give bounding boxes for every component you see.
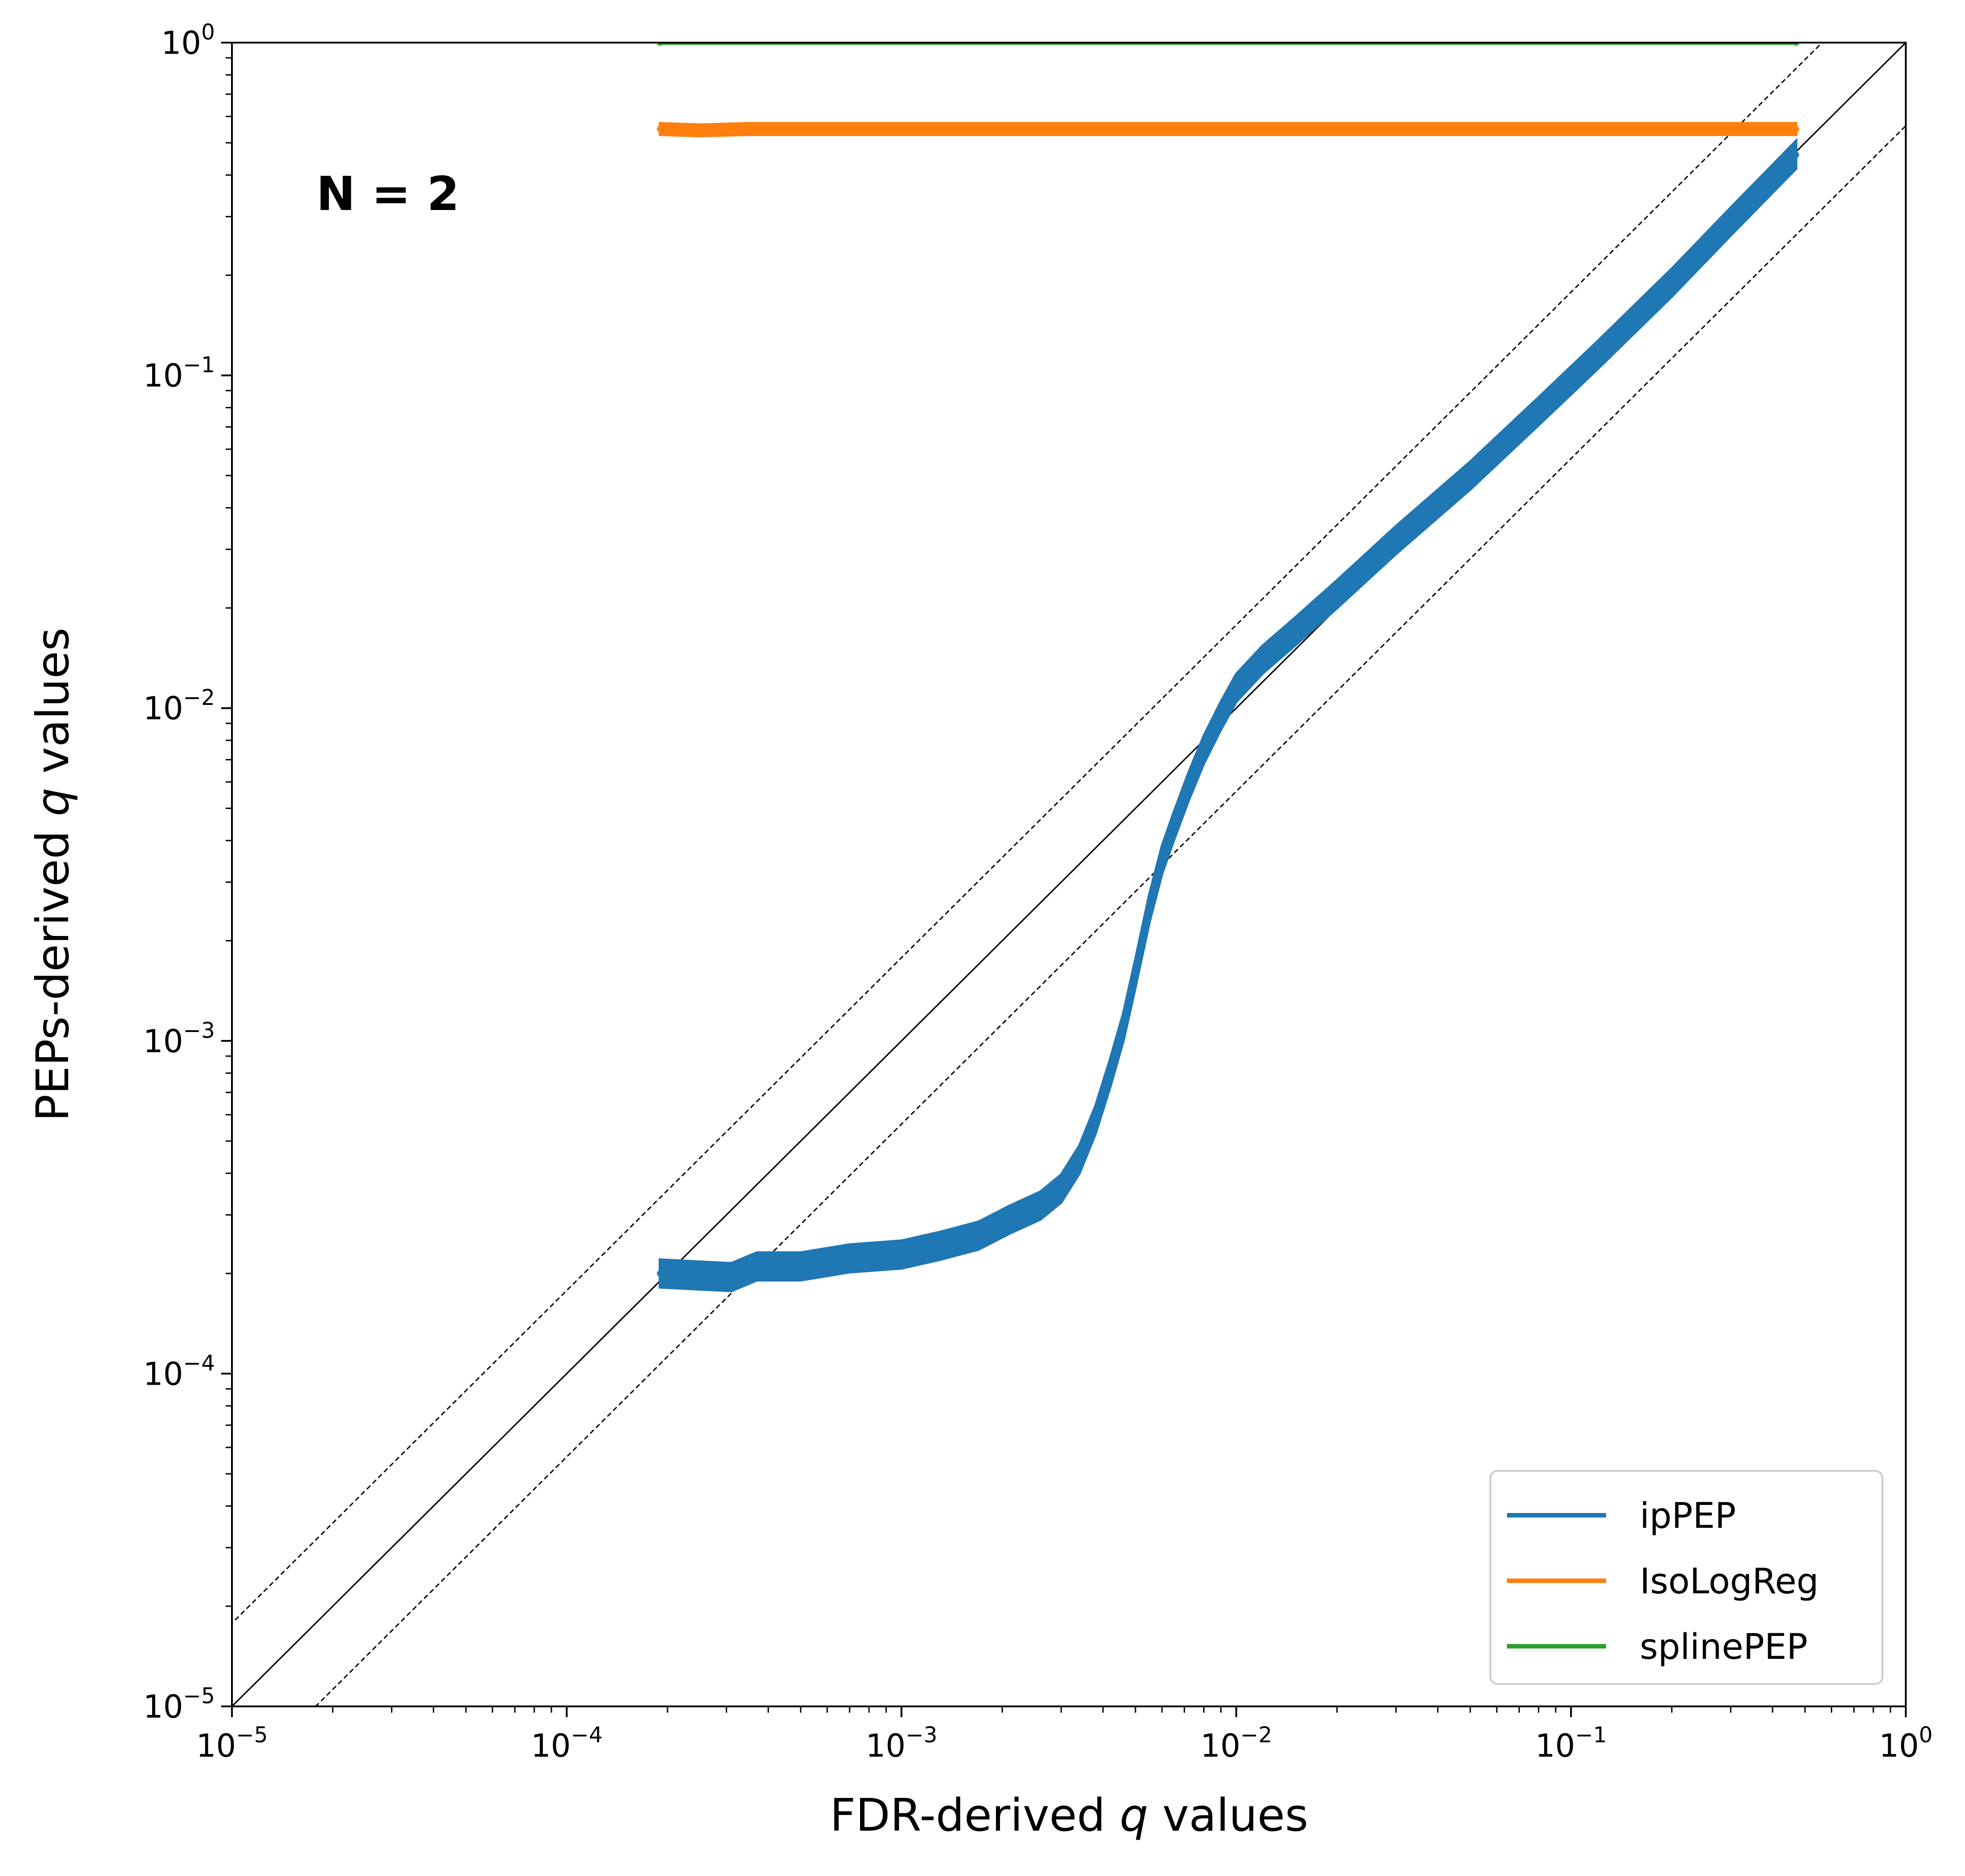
data-point-ippep xyxy=(657,1270,664,1277)
x-tick-label: 10−4 xyxy=(531,1723,603,1764)
data-point-ippep xyxy=(975,1232,982,1239)
x-tick-label: 100 xyxy=(1879,1723,1933,1764)
data-point-ippep xyxy=(1334,591,1341,598)
legend-item-splinepep: splinePEP xyxy=(1507,1627,1808,1667)
data-point-ippep xyxy=(1120,1024,1127,1031)
y-tick-label: 10−1 xyxy=(143,353,215,394)
series-layer xyxy=(657,43,1799,1293)
plot-frame xyxy=(231,42,1907,1707)
sample-size-annotation: N = 2 xyxy=(316,166,459,221)
data-point-isologreg xyxy=(1233,126,1240,132)
data-point-isologreg xyxy=(1568,126,1574,132)
data-point-ippep xyxy=(898,1251,905,1258)
data-point-isologreg xyxy=(657,126,664,132)
data-point-ippep xyxy=(1170,823,1177,830)
y-tick-label: 10−2 xyxy=(143,685,215,727)
data-point-ippep xyxy=(1793,152,1799,158)
data-point-ippep xyxy=(1185,783,1192,790)
legend: ipPEP IsoLogReg splinePEP xyxy=(1489,1470,1883,1685)
data-point-ippep xyxy=(1218,712,1224,719)
data-point-ippep xyxy=(936,1242,943,1249)
axis-ticks: 10−510−5 10−4 10−4 10−3 10−3 10−2 10−2 10−1 10−1… xyxy=(143,20,1933,1764)
data-point-ippep xyxy=(1146,905,1153,912)
data-point-ippep xyxy=(1058,1185,1065,1192)
legend-item-ippep: ipPEP xyxy=(1507,1496,1736,1536)
x-tick-label: 10−2 xyxy=(1201,1723,1272,1764)
data-point-ippep xyxy=(1006,1216,1013,1223)
data-point-isologreg xyxy=(1793,126,1799,132)
data-point-ippep xyxy=(1393,537,1399,543)
legend-box xyxy=(1489,1470,1883,1685)
data-point-ippep xyxy=(1727,218,1734,225)
data-point-ippep xyxy=(754,1263,760,1270)
y-tick-label: 100 xyxy=(161,20,215,61)
data-point-ippep xyxy=(846,1255,853,1262)
data-point-isologreg xyxy=(898,126,905,132)
data-point-ippep xyxy=(1132,970,1139,976)
data-point-ippep xyxy=(728,1274,734,1281)
x-tick-label: 10−3 xyxy=(865,1723,937,1764)
data-point-ippep xyxy=(1259,656,1266,663)
x-axis-label: FDR-derived q values xyxy=(830,1789,1308,1841)
x-tick-label: 10−1 xyxy=(1535,1723,1607,1764)
legend-item-isologreg: IsoLogReg xyxy=(1507,1561,1819,1602)
data-point-ippep xyxy=(1535,408,1542,415)
y-tick-label: 10−5 xyxy=(143,1684,215,1725)
data-point-ippep xyxy=(1037,1202,1044,1209)
series-ippep xyxy=(657,138,1799,1293)
y-tick-label: 10−3 xyxy=(143,1018,215,1060)
data-point-ippep xyxy=(1076,1156,1083,1163)
data-point-isologreg xyxy=(697,127,703,134)
data-point-ippep xyxy=(1092,1116,1099,1123)
data-point-ippep xyxy=(1159,857,1166,863)
data-point-isologreg xyxy=(797,126,804,132)
data-point-ippep xyxy=(1668,279,1675,286)
y-tick-label: 10−4 xyxy=(143,1351,215,1392)
data-point-ippep xyxy=(1594,352,1601,359)
data-point-ippep xyxy=(1107,1070,1114,1076)
data-point-isologreg xyxy=(746,126,752,132)
data-point-ippep xyxy=(1292,628,1298,635)
data-point-ippep xyxy=(797,1263,804,1270)
data-point-ippep xyxy=(1233,685,1240,691)
series-band-ippep xyxy=(659,138,1798,1293)
series-line-isologreg xyxy=(658,127,1799,133)
x-tick-label: 10−5 xyxy=(196,1723,268,1764)
legend-label: ipPEP xyxy=(1640,1496,1736,1536)
series-isologreg xyxy=(657,122,1799,138)
data-point-ippep xyxy=(1467,472,1474,479)
y-axis-label: PEPs-derived q values xyxy=(26,628,79,1122)
legend-label: IsoLogReg xyxy=(1640,1561,1819,1602)
data-point-ippep xyxy=(1201,746,1207,753)
legend-label: splinePEP xyxy=(1640,1627,1808,1667)
